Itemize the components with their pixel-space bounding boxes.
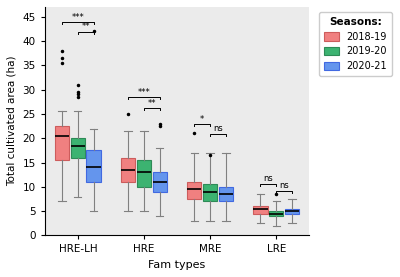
PathPatch shape: [137, 160, 151, 187]
Y-axis label: Total cultivated area (ha): Total cultivated area (ha): [7, 56, 17, 186]
Text: *: *: [200, 115, 204, 124]
PathPatch shape: [269, 211, 284, 216]
Text: ***: ***: [72, 12, 84, 22]
PathPatch shape: [187, 182, 202, 199]
PathPatch shape: [70, 138, 85, 158]
Text: ns: ns: [213, 124, 223, 133]
PathPatch shape: [55, 126, 69, 160]
Text: ns: ns: [264, 175, 273, 183]
PathPatch shape: [86, 150, 101, 182]
PathPatch shape: [253, 206, 268, 214]
PathPatch shape: [285, 209, 299, 214]
PathPatch shape: [152, 172, 167, 192]
Legend: 2018-19, 2019-20, 2020-21: 2018-19, 2019-20, 2020-21: [320, 12, 392, 76]
X-axis label: Fam types: Fam types: [148, 260, 206, 270]
PathPatch shape: [203, 184, 217, 201]
Text: **: **: [82, 22, 90, 31]
Text: ns: ns: [279, 181, 289, 190]
Text: **: **: [148, 99, 156, 107]
Text: ***: ***: [138, 88, 150, 97]
PathPatch shape: [121, 158, 135, 182]
PathPatch shape: [219, 187, 233, 201]
